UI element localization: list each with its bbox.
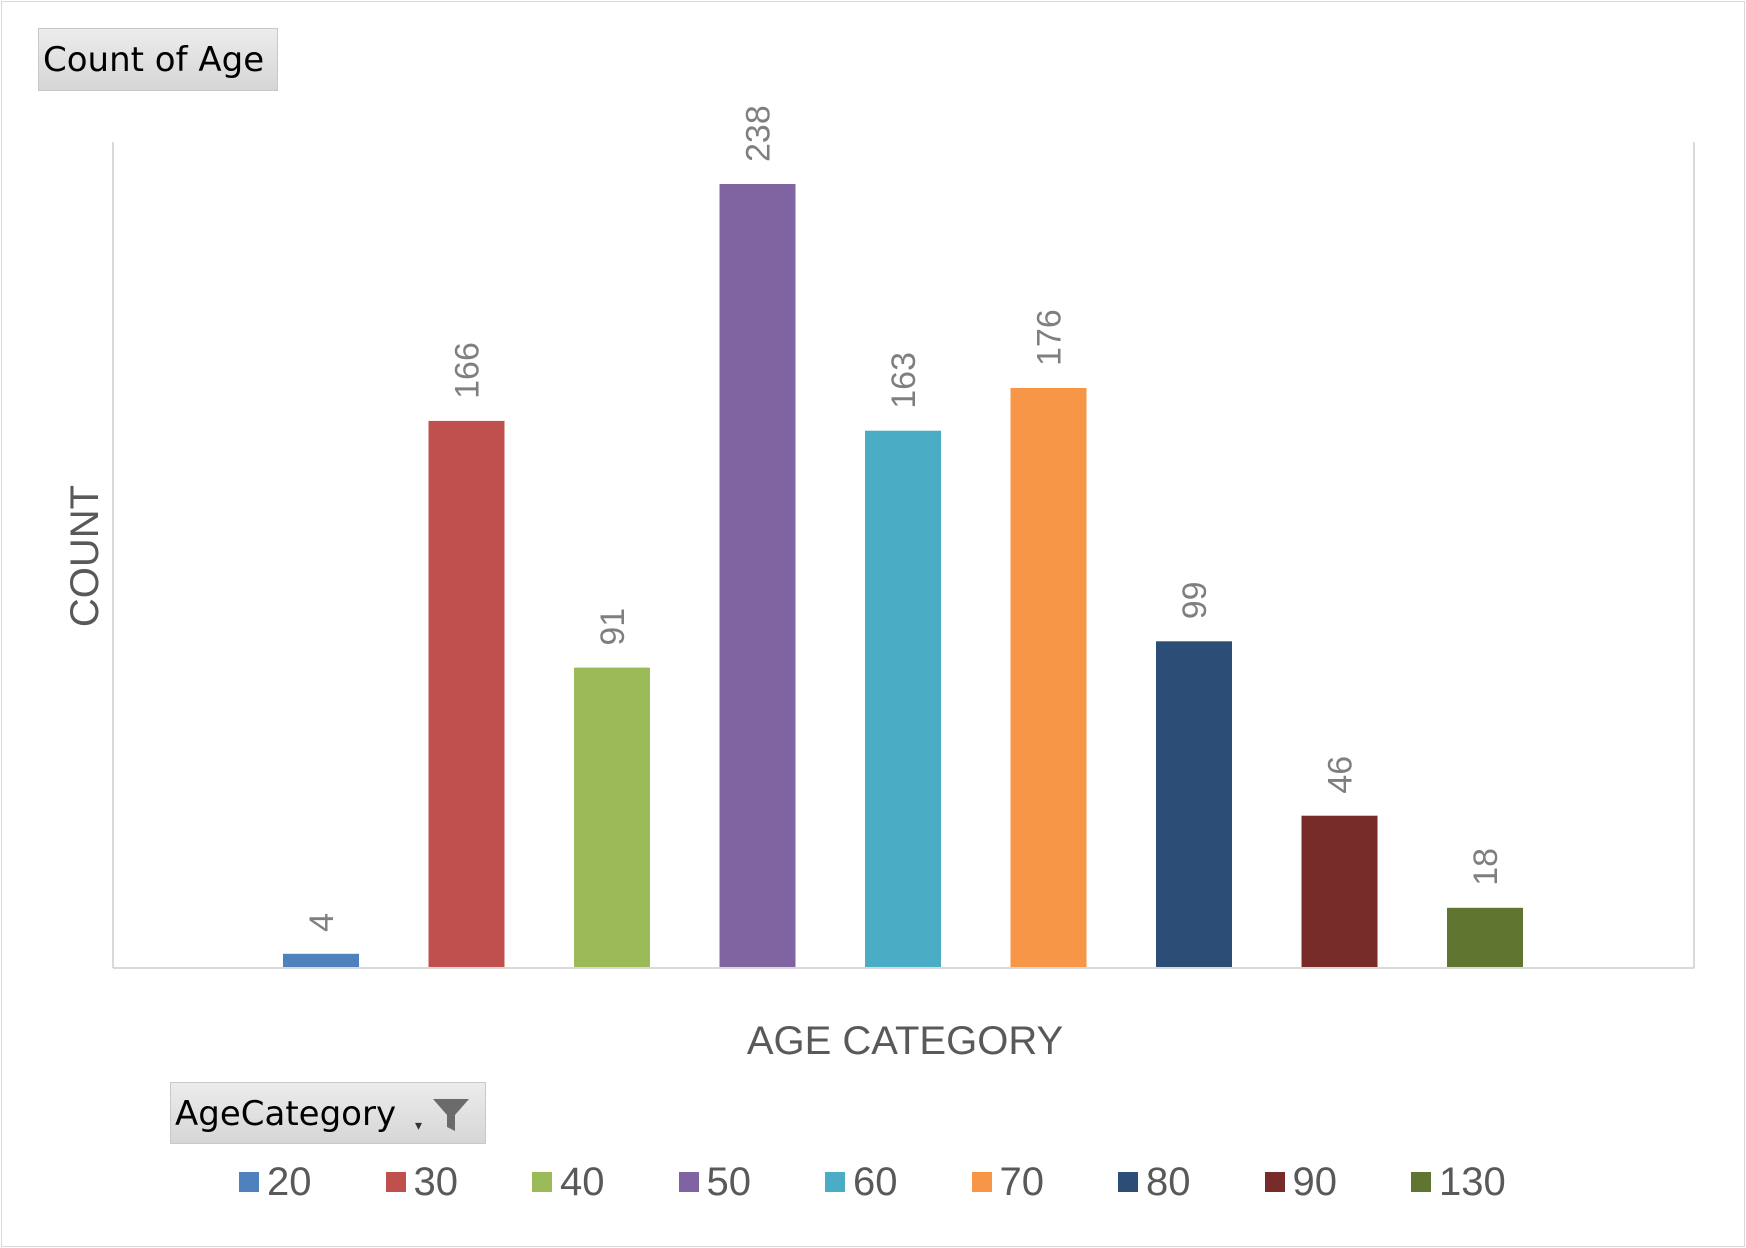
filter-icon[interactable] bbox=[429, 1093, 473, 1137]
legend-label: 90 bbox=[1292, 1159, 1338, 1204]
data-label-80: 99 bbox=[1176, 581, 1214, 619]
data-labels: 4 166 91 238 163 176 99 46 18 bbox=[303, 105, 1505, 932]
legend-swatch bbox=[1264, 1172, 1285, 1192]
legend-swatch bbox=[532, 1172, 552, 1192]
legend-item-20: 20 bbox=[239, 1156, 312, 1208]
data-label-30: 166 bbox=[449, 342, 487, 399]
data-label-40: 91 bbox=[594, 608, 632, 646]
bar-130 bbox=[1447, 907, 1523, 967]
bar-40 bbox=[574, 667, 650, 967]
data-label-130: 18 bbox=[1467, 848, 1505, 886]
legend-swatch bbox=[385, 1172, 406, 1192]
legend-item-50: 50 bbox=[678, 1156, 752, 1208]
data-label-70: 176 bbox=[1031, 309, 1069, 366]
agecategory-field-label: AgeCategory bbox=[175, 1094, 397, 1134]
data-label-20: 4 bbox=[303, 913, 341, 932]
dropdown-arrow-icon[interactable]: ▾ bbox=[415, 1118, 423, 1134]
y-axis-title: COUNT bbox=[63, 485, 107, 627]
bar-60 bbox=[865, 430, 941, 967]
bar-series bbox=[283, 184, 1523, 967]
data-label-60: 163 bbox=[885, 352, 923, 409]
bar-20 bbox=[283, 953, 359, 967]
plot-area-borders bbox=[112, 142, 1695, 969]
legend-label: 20 bbox=[267, 1159, 312, 1204]
legend: 20 30 40 50 60 70 80 90 130 bbox=[0, 1156, 1746, 1208]
legend-swatch bbox=[825, 1172, 845, 1192]
legend-label: 40 bbox=[560, 1159, 605, 1204]
legend-item-80: 80 bbox=[1118, 1156, 1191, 1208]
x-axis-title: AGE CATEGORY bbox=[747, 1019, 1063, 1063]
data-label-50: 238 bbox=[740, 105, 778, 162]
legend-item-90: 90 bbox=[1264, 1156, 1338, 1208]
legend-item-70: 70 bbox=[971, 1156, 1045, 1208]
legend-item-60: 60 bbox=[825, 1156, 898, 1208]
bar-80 bbox=[1156, 641, 1232, 967]
data-label-90: 46 bbox=[1322, 756, 1360, 794]
legend-label: 130 bbox=[1439, 1159, 1506, 1204]
legend-swatch bbox=[1411, 1172, 1431, 1192]
count-of-age-field-button[interactable]: Count of Age bbox=[38, 28, 278, 91]
legend-swatch bbox=[1118, 1172, 1138, 1192]
legend-item-30: 30 bbox=[385, 1156, 459, 1208]
bar-50 bbox=[719, 184, 796, 967]
legend-item-130: 130 bbox=[1411, 1156, 1506, 1208]
bar-30 bbox=[428, 420, 505, 967]
legend-label: 50 bbox=[706, 1159, 752, 1204]
bar-70 bbox=[1010, 388, 1087, 967]
legend-item-40: 40 bbox=[532, 1156, 605, 1208]
legend-swatch bbox=[678, 1172, 699, 1192]
legend-label: 30 bbox=[413, 1159, 459, 1204]
legend-label: 70 bbox=[999, 1159, 1045, 1204]
legend-label: 80 bbox=[1146, 1159, 1191, 1204]
legend-swatch bbox=[239, 1172, 259, 1192]
legend-swatch bbox=[971, 1172, 992, 1192]
bar-90 bbox=[1301, 815, 1378, 967]
legend-label: 60 bbox=[853, 1159, 898, 1204]
agecategory-field-button[interactable]: AgeCategory ▾ bbox=[170, 1082, 486, 1144]
